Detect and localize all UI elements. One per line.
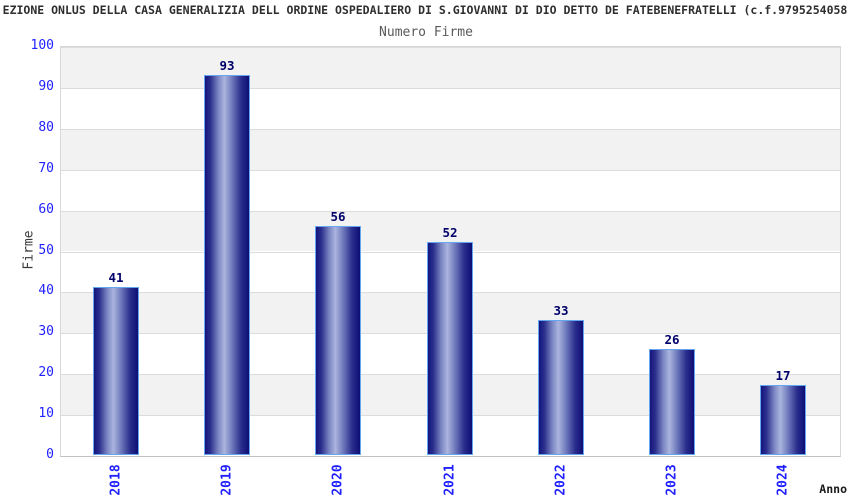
plot-area <box>60 46 841 457</box>
y-tick-60: 60 <box>38 201 54 217</box>
x-tick-2018: 2018 <box>108 464 124 496</box>
x-tick-2019: 2019 <box>219 464 235 496</box>
x-tick-2023: 2023 <box>664 464 680 496</box>
bar-2024 <box>760 385 806 455</box>
y-tick-50: 50 <box>38 242 54 258</box>
x-tick-2021: 2021 <box>442 464 458 496</box>
decade-band <box>61 169 840 211</box>
y-tick-30: 30 <box>38 324 54 340</box>
y-tick-40: 40 <box>38 283 54 299</box>
x-tick-2022: 2022 <box>553 464 569 496</box>
y-tick-10: 10 <box>38 406 54 422</box>
x-axis-label: Anno <box>819 482 847 496</box>
bar-value-2024: 17 <box>775 368 791 383</box>
decade-band <box>61 47 840 88</box>
y-tick-0: 0 <box>46 447 54 462</box>
y-axis-label: Firme <box>21 230 37 270</box>
gridline-60 <box>61 211 840 212</box>
bar-2019 <box>204 75 250 455</box>
bar-2022 <box>538 320 584 455</box>
y-tick-90: 90 <box>38 78 54 94</box>
x-tick-2024: 2024 <box>775 464 791 496</box>
y-tick-100: 100 <box>30 38 54 53</box>
chart-subtitle: Numero Firme <box>379 25 473 40</box>
gridline-80 <box>61 129 840 130</box>
bar-2020 <box>315 226 361 455</box>
bar-value-2023: 26 <box>664 332 680 347</box>
y-tick-20: 20 <box>38 365 54 381</box>
gridline-90 <box>61 88 840 89</box>
bar-value-2020: 56 <box>330 209 346 224</box>
bar-2021 <box>427 242 473 455</box>
decade-band <box>61 128 840 170</box>
bar-2023 <box>649 349 695 455</box>
y-tick-80: 80 <box>38 119 54 135</box>
bar-value-2019: 93 <box>219 58 235 73</box>
decade-band <box>61 87 840 129</box>
bar-value-2018: 41 <box>108 270 124 285</box>
bar-2018 <box>93 287 139 455</box>
x-tick-2020: 2020 <box>330 464 346 496</box>
bar-value-2021: 52 <box>442 225 458 240</box>
y-tick-70: 70 <box>38 160 54 176</box>
chart-title: EZIONE ONLUS DELLA CASA GENERALIZIA DELL… <box>2 3 848 17</box>
gridline-70 <box>61 170 840 171</box>
bar-value-2022: 33 <box>553 303 569 318</box>
gridline-100 <box>61 47 840 48</box>
